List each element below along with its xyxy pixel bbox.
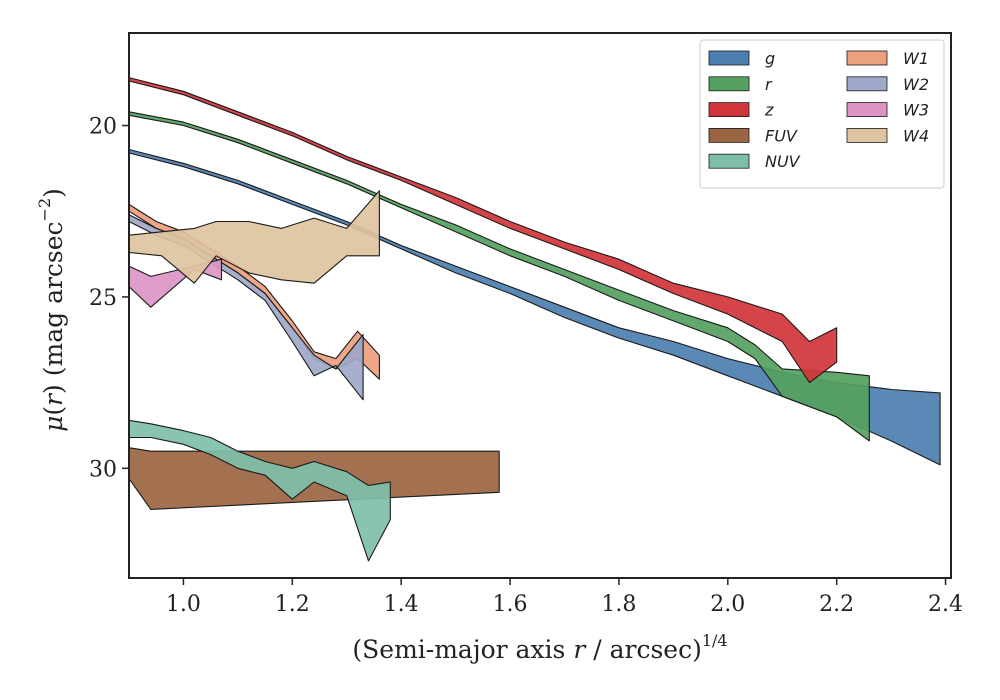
legend-swatch-g — [708, 50, 750, 66]
x-tick-label: 1.8 — [601, 592, 636, 617]
x-axis-label-var: r — [573, 635, 587, 664]
legend-label-W3: W3 — [903, 101, 929, 120]
y-axis-label-mu: μ — [39, 416, 68, 432]
legend-swatch-W4 — [846, 127, 888, 143]
y-axis-label-sup: −2 — [35, 198, 54, 222]
legend-label-r: r — [765, 75, 773, 94]
legend-swatch-NUV — [708, 153, 750, 169]
x-tick-label: 1.6 — [493, 592, 528, 617]
legend-swatch-W2 — [846, 76, 888, 92]
legend-swatch-FUV — [708, 127, 750, 143]
legend-label-W4: W4 — [903, 126, 929, 145]
x-tick-label: 1.2 — [275, 592, 310, 617]
legend-swatch-W3 — [846, 102, 888, 117]
legend-label-W1: W1 — [903, 49, 929, 68]
x-tick-label: 2.4 — [928, 592, 963, 617]
x-axis-label-sup: 1/4 — [702, 631, 728, 650]
legend-label-FUV: FUV — [765, 126, 798, 145]
legend-swatch-z — [708, 102, 750, 117]
band-r — [128, 111, 870, 442]
y-tick-label: 25 — [89, 286, 117, 311]
legend-swatch-r — [708, 76, 750, 92]
x-tick-label: 2.2 — [819, 592, 854, 617]
band-NUV — [128, 419, 391, 562]
x-tick-label: 1.0 — [166, 592, 201, 617]
plot-frame — [128, 32, 952, 579]
band-g — [128, 148, 941, 466]
x-axis-label-pre: (Semi-major axis — [352, 635, 573, 664]
y-axis-label-end: ) — [39, 188, 68, 198]
legend-swatch-W1 — [846, 50, 888, 66]
legend: grz FUV NUV W1 W2 W3 W4 — [699, 39, 945, 189]
legend-label-NUV: NUV — [765, 152, 801, 171]
y-axis-label: μ(r) (mag arcsec−2) — [35, 188, 68, 432]
legend-label-z: z — [764, 101, 774, 120]
ticks-layer: 1.0 1.2 1.4 1.6 1.8 2.0 2.2 2.4 20 25 30 — [89, 115, 963, 617]
x-axis-label-post: / arcsec) — [585, 635, 702, 664]
x-tick-label: 2.0 — [710, 592, 745, 617]
x-axis-label: (Semi-major axis r / arcsec)1/4 — [352, 631, 727, 664]
y-tick-label: 20 — [89, 115, 117, 140]
x-tick-label: 1.4 — [384, 592, 419, 617]
band-W3 — [128, 258, 223, 308]
legend-label-W2: W2 — [903, 75, 929, 94]
y-axis-label-var: r — [39, 392, 68, 406]
y-axis-label-open: ( — [39, 406, 68, 416]
y-tick-label: 30 — [89, 457, 117, 482]
band-W4 — [128, 190, 380, 284]
band-z — [128, 77, 838, 384]
legend-label-g: g — [765, 49, 775, 68]
y-axis-label-close: ) (mag arcsec — [39, 221, 68, 394]
bands-layer — [128, 77, 941, 562]
